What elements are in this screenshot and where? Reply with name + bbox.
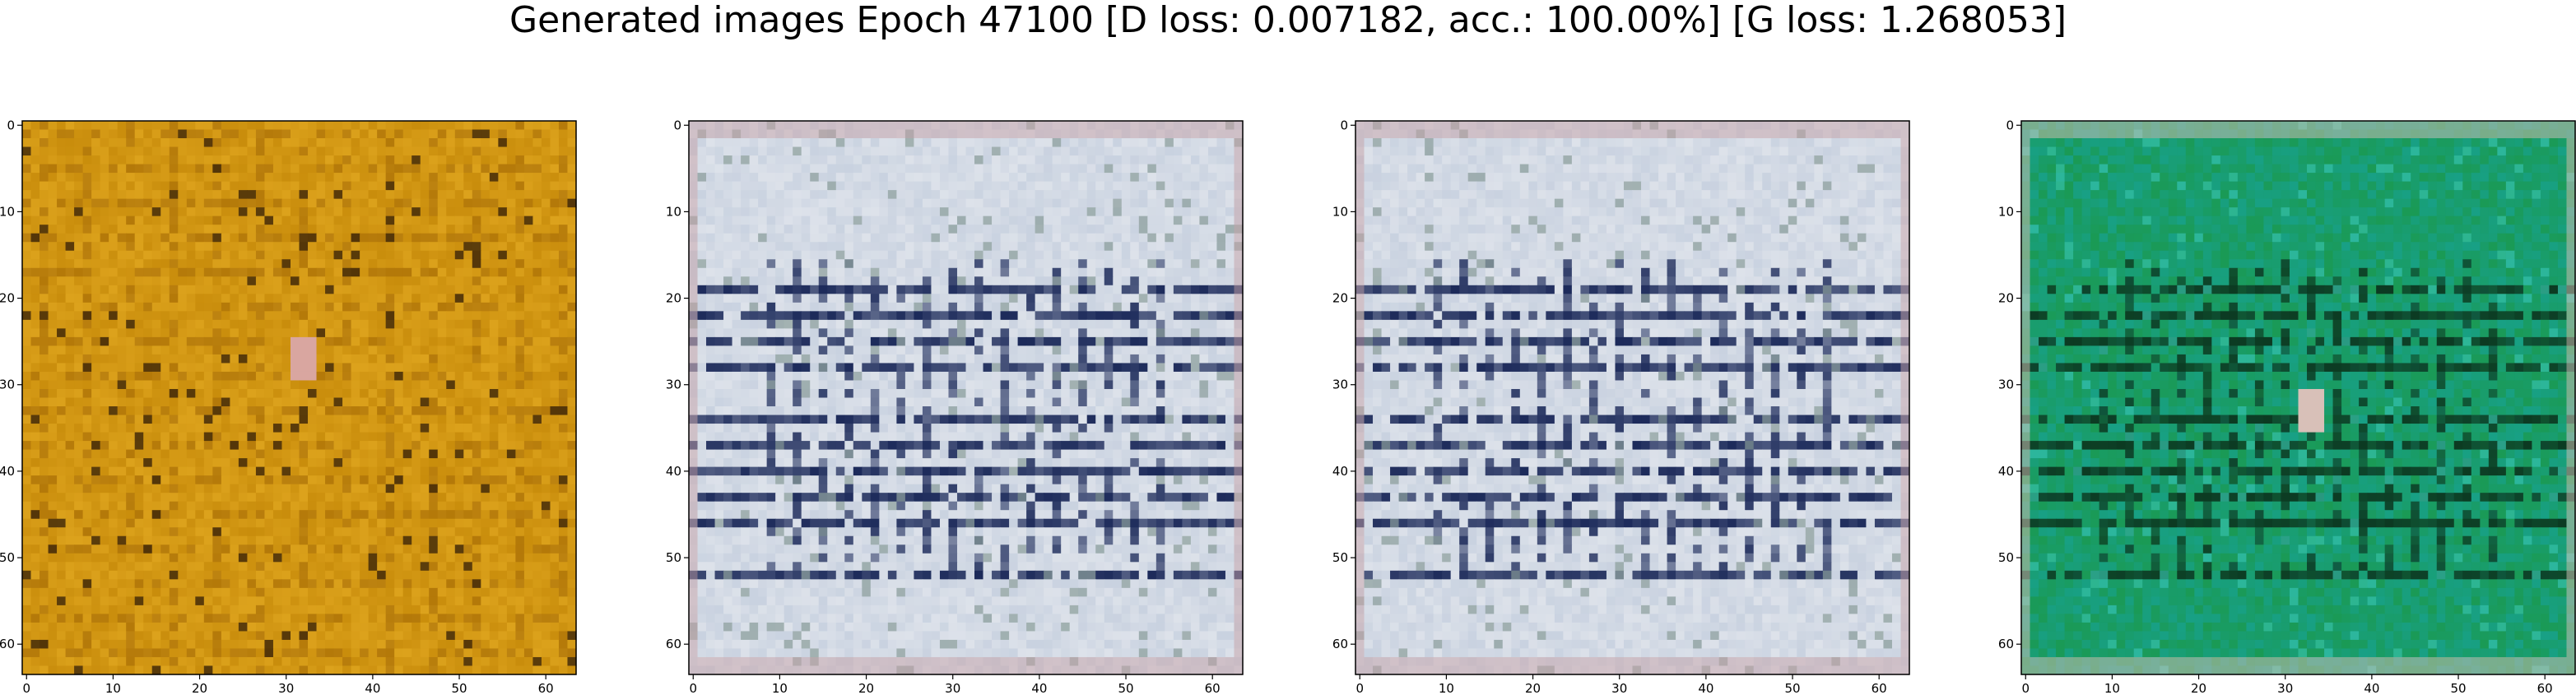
y-tick-label: 50 xyxy=(666,550,681,565)
x-tick-label: 60 xyxy=(1205,681,1221,695)
x-tick-label: 20 xyxy=(858,681,874,695)
x-tick-label: 40 xyxy=(1031,681,1047,695)
x-tick-label: 20 xyxy=(2191,681,2206,695)
x-tick-label: 30 xyxy=(2277,681,2293,695)
generated-image-1 xyxy=(22,121,577,675)
subplot-2: 0 10 20 30 40 50 60 0 10 20 30 40 50 60 xyxy=(666,118,1244,695)
y-tick-label: 30 xyxy=(1332,378,1348,392)
subplot-2-axes: 0 10 20 30 40 50 60 0 10 20 30 40 50 60 xyxy=(666,118,1244,695)
y-tick-label: 30 xyxy=(0,378,15,392)
generated-image-4 xyxy=(2021,121,2576,675)
y-tick-label: 10 xyxy=(666,204,681,219)
y-tick-label: 20 xyxy=(1332,291,1348,306)
x-tick-label: 0 xyxy=(2021,681,2030,695)
x-tick-label: 10 xyxy=(1439,681,1454,695)
x-tick-label: 20 xyxy=(1525,681,1541,695)
axes-frame xyxy=(688,120,1244,675)
y-tick-label: 50 xyxy=(1998,550,2014,565)
x-tick-label: 0 xyxy=(689,681,697,695)
axes-frame xyxy=(1355,120,1910,675)
subplot-4-axes: 0 10 20 30 40 50 60 0 10 20 30 40 50 60 xyxy=(1998,118,2576,695)
y-tick-label: 0 xyxy=(673,118,681,132)
x-tick-label: 30 xyxy=(1611,681,1627,695)
axes-frame xyxy=(21,120,577,675)
x-tick-label: 30 xyxy=(945,681,960,695)
x-tick-label: 30 xyxy=(278,681,294,695)
x-tick-label: 20 xyxy=(192,681,207,695)
subplot-3-axes: 0 10 20 30 40 50 60 0 10 20 30 40 50 60 xyxy=(1332,118,1910,695)
x-tick-label: 0 xyxy=(22,681,30,695)
y-tick-label: 20 xyxy=(1998,291,2014,306)
x-tick-label: 40 xyxy=(2364,681,2379,695)
y-tick-label: 60 xyxy=(1998,637,2014,651)
y-tick-label: 30 xyxy=(666,378,681,392)
subplot-4: 0 10 20 30 40 50 60 0 10 20 30 40 50 60 xyxy=(1998,118,2576,695)
x-tick-label: 50 xyxy=(2450,681,2466,695)
x-tick-label: 10 xyxy=(105,681,121,695)
x-tick-label: 50 xyxy=(1118,681,1133,695)
x-tick-label: 50 xyxy=(451,681,467,695)
y-tick-label: 0 xyxy=(2006,118,2014,132)
y-tick-label: 10 xyxy=(0,204,15,219)
x-tick-label: 0 xyxy=(1355,681,1364,695)
y-tick-label: 20 xyxy=(666,291,681,306)
generated-image-3 xyxy=(1355,121,1910,675)
subplot-1-axes: 0 10 20 30 40 50 60 0 10 20 30 40 50 60 xyxy=(0,118,577,695)
y-tick-label: 30 xyxy=(1998,378,2014,392)
y-tick-label: 40 xyxy=(1332,464,1348,479)
x-tick-label: 10 xyxy=(2104,681,2120,695)
y-tick-label: 40 xyxy=(666,464,681,479)
y-tick-label: 10 xyxy=(1998,204,2014,219)
y-tick-label: 20 xyxy=(0,291,15,306)
subplot-1: 0 10 20 30 40 50 60 0 10 20 30 40 50 60 xyxy=(0,118,577,695)
y-tick-label: 50 xyxy=(0,550,15,565)
generated-image-2 xyxy=(689,121,1244,675)
x-tick-label: 60 xyxy=(538,681,554,695)
y-tick-label: 50 xyxy=(1332,550,1348,565)
figure-title: Generated images Epoch 47100 [D loss: 0.… xyxy=(509,0,2067,41)
x-tick-label: 40 xyxy=(1698,681,1713,695)
y-tick-label: 10 xyxy=(1332,204,1348,219)
y-tick-label: 0 xyxy=(7,118,15,132)
x-tick-label: 60 xyxy=(2537,681,2553,695)
axes-frame xyxy=(2020,120,2576,675)
x-tick-label: 10 xyxy=(772,681,788,695)
x-tick-label: 40 xyxy=(365,681,380,695)
y-tick-label: 60 xyxy=(0,637,15,651)
x-tick-label: 60 xyxy=(1872,681,1887,695)
x-tick-label: 50 xyxy=(1784,681,1800,695)
subplot-3: 0 10 20 30 40 50 60 0 10 20 30 40 50 60 xyxy=(1332,118,1910,695)
y-tick-label: 0 xyxy=(1340,118,1348,132)
y-tick-label: 40 xyxy=(0,464,15,479)
y-tick-label: 60 xyxy=(666,637,681,651)
y-tick-label: 60 xyxy=(1332,637,1348,651)
y-tick-label: 40 xyxy=(1998,464,2014,479)
